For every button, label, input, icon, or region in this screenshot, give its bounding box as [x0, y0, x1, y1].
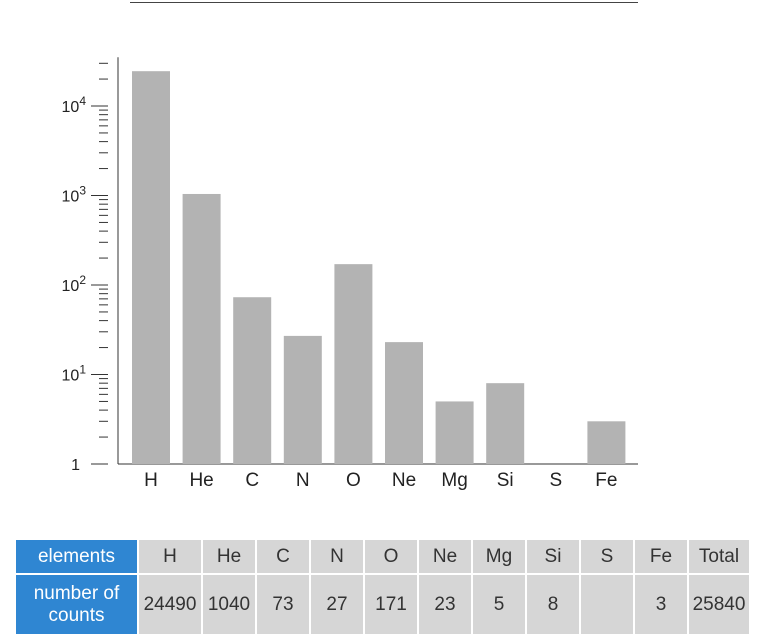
column-header-n: N — [311, 540, 363, 573]
count-cell-c: 73 — [257, 575, 309, 634]
bar-he — [182, 193, 221, 464]
element-counts-chart: 1 101 102 103 104 H He C N O Ne Mg Si S Fe — [62, 57, 638, 491]
count-cell-fe: 3 — [635, 575, 687, 634]
count-cell-n: 27 — [311, 575, 363, 634]
column-header-fe: Fe — [635, 540, 687, 573]
column-header-mg: Mg — [473, 540, 525, 573]
column-header-o: O — [365, 540, 417, 573]
x-tick-label: O — [346, 470, 361, 491]
count-cell-total: 25840 — [689, 575, 749, 634]
count-cell-si: 8 — [527, 575, 579, 634]
x-tick-label: Fe — [595, 470, 617, 491]
count-cell-ne: 23 — [419, 575, 471, 634]
counts-label-line2: counts — [48, 604, 105, 626]
top-rule — [130, 2, 638, 3]
x-tick-label: He — [189, 470, 213, 491]
elements-header-cell: elements — [16, 540, 137, 573]
count-cell-o: 171 — [365, 575, 417, 634]
column-header-he: He — [203, 540, 255, 573]
counts-label-line1: number of — [33, 582, 120, 604]
y-tick-label: 104 — [62, 94, 87, 116]
count-cell-mg: 5 — [473, 575, 525, 634]
x-tick-label: N — [296, 470, 310, 491]
column-header-h: H — [139, 540, 201, 573]
bar-mg — [435, 401, 474, 464]
y-tick-label: 101 — [62, 363, 87, 385]
count-cell-h: 24490 — [139, 575, 201, 634]
x-tick-label: C — [245, 470, 259, 491]
counts-label: number of counts — [34, 583, 120, 627]
x-tick-label: S — [549, 470, 562, 491]
bar-o — [334, 264, 373, 464]
counts-table: elements H He C N O Ne Mg Si S Fe Total number of … — [14, 538, 751, 636]
table-header-row: elements H He C N O Ne Mg Si S Fe Total — [16, 540, 749, 573]
bar-si — [486, 383, 525, 464]
bar-n — [283, 335, 322, 464]
counts-header-cell: number of counts — [16, 575, 137, 634]
y-tick-label: 102 — [62, 273, 87, 295]
bar-c — [233, 297, 272, 464]
column-header-total: Total — [689, 540, 749, 573]
x-tick-label: Si — [497, 470, 514, 491]
bar-fe — [587, 421, 626, 464]
y-tick-label: 103 — [62, 184, 87, 206]
column-header-s: S — [581, 540, 633, 573]
column-header-si: Si — [527, 540, 579, 573]
x-tick-label: H — [144, 470, 158, 491]
y-tick-label: 1 — [71, 457, 80, 474]
bar-ne — [385, 342, 423, 464]
column-header-ne: Ne — [419, 540, 471, 573]
bar-h — [132, 71, 170, 465]
table-counts-row: number of counts 24490 1040 73 27 171 23 5 8 3 25… — [16, 575, 749, 634]
x-tick-label: Mg — [441, 470, 467, 491]
x-tick-label: Ne — [392, 470, 416, 491]
count-cell-he: 1040 — [203, 575, 255, 634]
column-header-c: C — [257, 540, 309, 573]
count-cell-s — [581, 575, 633, 634]
